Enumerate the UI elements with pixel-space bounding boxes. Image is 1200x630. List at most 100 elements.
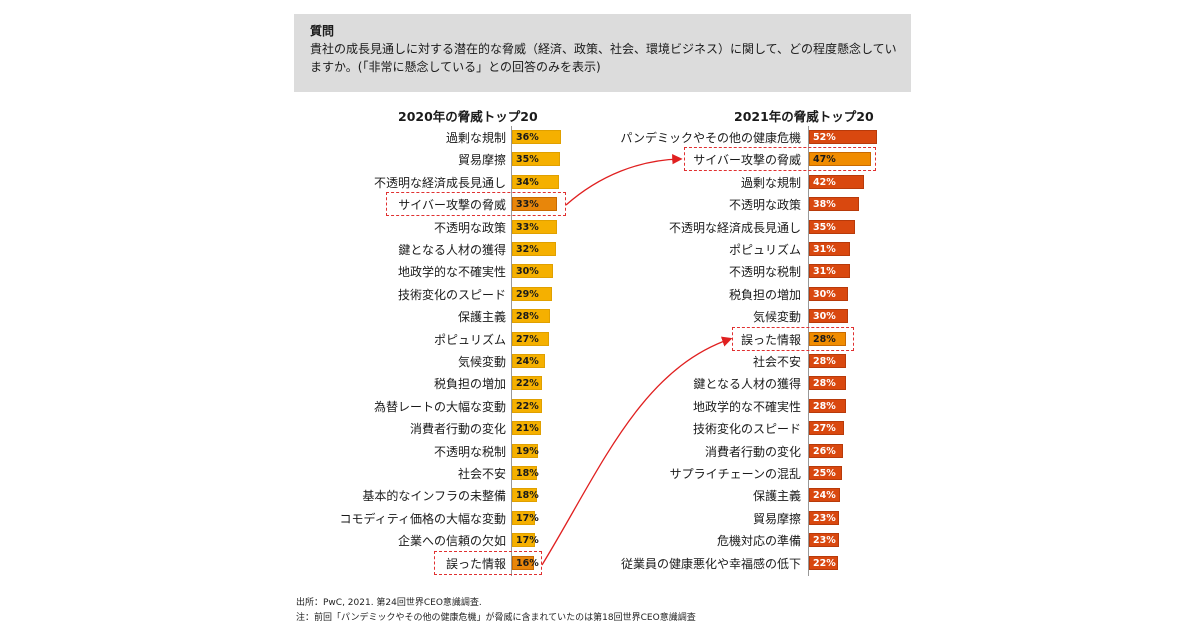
value-label: 38% [813, 199, 836, 211]
bar: 52% [809, 130, 878, 144]
bar: 25% [809, 466, 842, 480]
chart-title-2020: 2020年の脅威トップ20 [398, 109, 538, 124]
bar: 17% [512, 533, 539, 548]
category-label: 不透明な経済成長見通し [373, 175, 506, 190]
category-label: 保護主義 [457, 310, 506, 325]
value-label: 28% [813, 356, 836, 367]
value-label: 52% [813, 132, 836, 143]
category-label: 貿易摩擦 [752, 511, 801, 526]
value-label: 28% [813, 400, 836, 412]
value-label: 30% [813, 288, 836, 300]
category-label: 為替レートの大幅な変動 [373, 399, 506, 414]
value-label: 26% [813, 445, 836, 457]
value-label: 33% [516, 221, 539, 233]
value-label: 24% [813, 490, 836, 502]
bar: 18% [512, 488, 539, 503]
bar: 23% [809, 510, 840, 525]
bar: 17% [512, 510, 539, 525]
category-label: 不透明な税制 [728, 265, 801, 280]
bar: 22% [512, 398, 543, 413]
category-label: 誤った情報 [445, 556, 506, 571]
arrow-cyber-attack [565, 153, 683, 206]
source-note: 出所：PwC, 2021. 第24回世界CEO意識調査. [296, 598, 482, 608]
bar: 38% [809, 197, 859, 212]
category-label: 気候変動 [457, 355, 506, 369]
category-label: 技術変化のスピード [397, 287, 506, 302]
value-label: 24% [516, 356, 539, 367]
value-label: 30% [516, 266, 539, 278]
category-label: ポピュリズム [728, 243, 801, 257]
category-label: 社会不安 [752, 355, 801, 369]
category-label: 税負担の増加 [433, 377, 506, 392]
category-label: 不透明な政策 [728, 198, 801, 213]
category-label: 地政学的な不確実性 [692, 399, 801, 414]
bar: 28% [512, 309, 551, 324]
question-title: 質問 [310, 24, 335, 38]
category-label: 不透明な経済成長見通し [668, 220, 801, 235]
question-box: 質問 貴社の成長見通しに対する潜在的な脅威（経済、政策、社会、環境ビジネス）に関… [294, 14, 911, 92]
bar: 24% [512, 354, 545, 368]
category-label: パンデミックやその他の健康危機 [620, 131, 801, 145]
category-label: 消費者行動の変化 [409, 422, 506, 437]
value-label: 22% [516, 378, 539, 390]
bar: 18% [512, 466, 539, 480]
category-label: 地政学的な不確実性 [397, 265, 506, 280]
bar: 33% [512, 219, 558, 234]
bar: 31% [809, 242, 850, 256]
value-label: 28% [813, 378, 836, 390]
value-label: 16% [516, 557, 539, 569]
value-label: 21% [516, 423, 539, 435]
value-label: 18% [516, 468, 539, 479]
value-label: 17% [516, 535, 539, 547]
bar: 30% [809, 286, 849, 301]
footnote: 注：前回「パンデミックやその他の健康危機」が脅威に含まれていたのは第18回世界C… [296, 613, 696, 623]
highlight-box [434, 550, 542, 575]
bar: 24% [809, 488, 841, 503]
bar: 42% [809, 174, 865, 189]
category-label: 企業への信頼の欠如 [397, 534, 506, 549]
value-label: 31% [813, 244, 836, 255]
value-label: 35% [813, 221, 836, 233]
value-label: 19% [516, 445, 539, 457]
value-label: 32% [516, 244, 539, 255]
value-label: 23% [813, 535, 836, 547]
bar: 21% [512, 421, 541, 436]
category-label: 過剰な規制 [445, 131, 506, 145]
bar: 26% [809, 443, 844, 458]
value-label: 28% [516, 311, 539, 323]
bar: 33% [512, 197, 558, 212]
bar: 22% [512, 376, 543, 391]
bar: 31% [809, 264, 850, 279]
category-label: 不透明な税制 [433, 444, 506, 459]
category-label: コモディティ価格の大幅な変動 [339, 511, 506, 526]
arrow-misinformation [541, 336, 733, 566]
bar: 16% [512, 555, 539, 570]
value-label: 28% [813, 333, 836, 345]
value-label: 42% [813, 176, 836, 188]
bar: 28% [809, 354, 846, 368]
bar: 23% [809, 533, 840, 548]
axis-line [808, 126, 809, 576]
category-label: 鍵となる人材の獲得 [398, 243, 506, 257]
bar: 35% [512, 152, 560, 167]
value-label: 27% [516, 333, 539, 345]
value-label: 23% [813, 512, 836, 524]
bar: 28% [809, 398, 846, 413]
bar: 27% [809, 421, 845, 436]
bar: 35% [809, 219, 855, 234]
category-label: 技術変化のスピード [692, 422, 801, 437]
category-label: 従業員の健康悪化や幸福感の低下 [620, 556, 801, 571]
category-label: サプライチェーンの混乱 [669, 467, 801, 481]
highlight-box [386, 192, 566, 217]
value-label: 22% [516, 400, 539, 412]
value-label: 34% [516, 176, 539, 188]
category-label: 消費者行動の変化 [704, 444, 801, 459]
bar: 30% [512, 264, 554, 279]
value-label: 33% [516, 199, 539, 211]
bar: 30% [809, 309, 849, 324]
bar: 22% [809, 555, 838, 570]
category-label: 誤った情報 [740, 332, 801, 347]
category-label: 社会不安 [457, 467, 506, 481]
category-label: 過剰な規制 [740, 175, 801, 190]
bar: 36% [512, 130, 562, 144]
